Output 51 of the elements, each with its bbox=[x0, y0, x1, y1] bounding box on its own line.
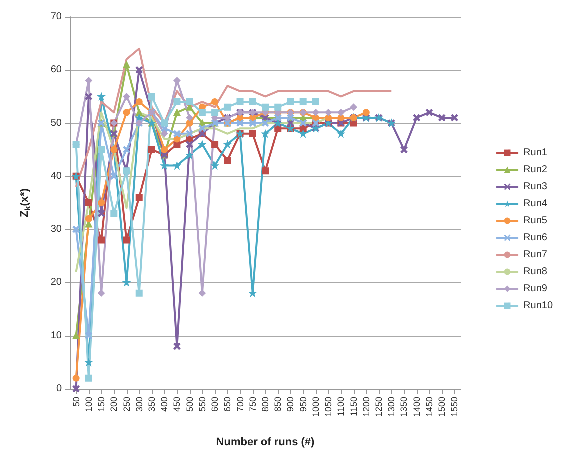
x-tick-label: 700 bbox=[235, 397, 246, 412]
y-tick-label: 70 bbox=[50, 12, 62, 22]
legend-label: Run5 bbox=[524, 216, 548, 226]
x-tick-label: 1450 bbox=[424, 397, 434, 418]
x-tick-label: 1550 bbox=[450, 397, 460, 418]
x-tick-label: 1350 bbox=[399, 397, 410, 418]
x-tick-label: 800 bbox=[260, 397, 270, 412]
x-tick-label: 1250 bbox=[374, 397, 384, 418]
x-tick-label: 900 bbox=[286, 397, 296, 412]
x-tick-label: 600 bbox=[210, 397, 220, 412]
legend-label: Run2 bbox=[524, 164, 548, 176]
x-tick-label: 1150 bbox=[348, 397, 359, 416]
legend-label: Run3 bbox=[524, 182, 548, 192]
x-tick-label: 250 bbox=[122, 397, 132, 412]
x-tick-label: 350 bbox=[146, 397, 157, 412]
legend-label: Run1 bbox=[524, 148, 548, 158]
x-tick-label: 1300 bbox=[386, 397, 397, 418]
y-tick-label: 30 bbox=[50, 224, 62, 236]
legend-label: Run6 bbox=[524, 232, 548, 244]
x-axis-title: Number of runs (#) bbox=[216, 436, 316, 448]
x-tick-label: 50 bbox=[71, 397, 82, 408]
legend-label: Run9 bbox=[524, 284, 548, 294]
y-tick-label: 50 bbox=[50, 118, 62, 129]
x-tick-label: 150 bbox=[96, 397, 107, 412]
x-tick-label: 750 bbox=[248, 397, 258, 412]
legend-label: Run4 bbox=[524, 198, 548, 210]
x-tick-label: 850 bbox=[273, 397, 284, 412]
legend-label: Run8 bbox=[524, 266, 548, 278]
y-tick-label: 60 bbox=[50, 64, 62, 76]
x-tick-label: 400 bbox=[160, 397, 170, 412]
x-tick-label: 100 bbox=[84, 397, 94, 412]
x-tick-label: 1400 bbox=[412, 397, 422, 418]
y-tick-label: 40 bbox=[50, 170, 62, 182]
x-tick-label: 300 bbox=[134, 397, 144, 412]
x-tick-label: 950 bbox=[298, 397, 308, 412]
legend-label: Run10 bbox=[524, 300, 554, 312]
x-tick-label: 500 bbox=[184, 397, 195, 412]
x-tick-label: 1100 bbox=[336, 397, 346, 416]
x-tick-label: 1050 bbox=[324, 397, 334, 418]
y-tick-label: 20 bbox=[50, 277, 62, 288]
x-tick-label: 650 bbox=[222, 397, 233, 412]
x-tick-label: 550 bbox=[197, 397, 208, 412]
x-tick-label: 1000 bbox=[310, 397, 321, 418]
x-tick-label: 200 bbox=[109, 397, 120, 412]
x-tick-label: 1200 bbox=[361, 397, 372, 418]
y-tick-label: 10 bbox=[50, 330, 62, 342]
x-tick-label: 1500 bbox=[437, 397, 448, 418]
legend-label: Run7 bbox=[524, 250, 548, 260]
y-axis-title: Zk(x*) bbox=[19, 188, 32, 218]
x-tick-label: 450 bbox=[172, 397, 182, 412]
y-tick-label: 0 bbox=[56, 384, 62, 394]
